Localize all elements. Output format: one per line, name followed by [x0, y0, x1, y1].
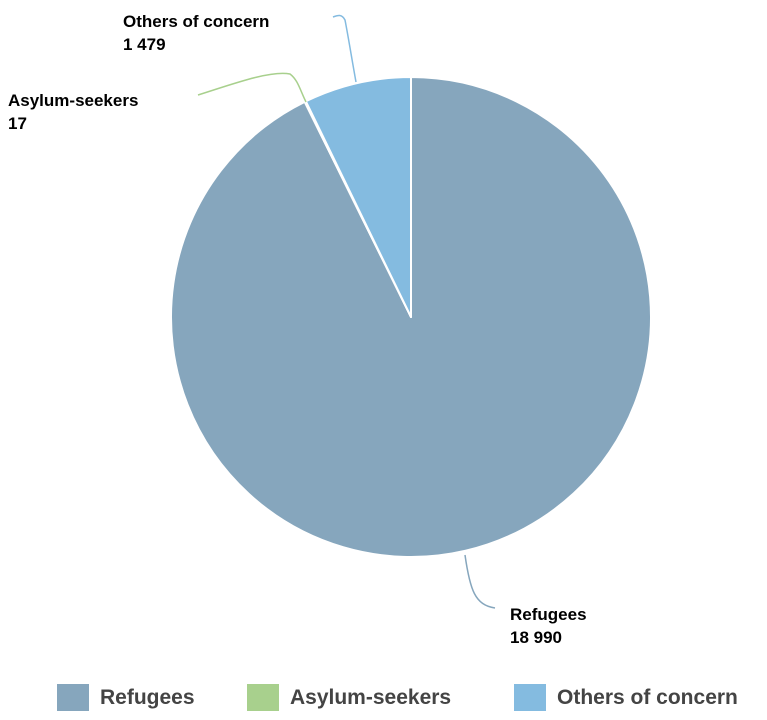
data-label-others-of-concern: Others of concern 1 479 — [123, 12, 269, 54]
data-label-name: Refugees — [510, 605, 587, 624]
data-label-value: 1 479 — [123, 35, 166, 54]
data-labels: Refugees 18 990 Asylum-seekers 17 Others of … — [8, 12, 587, 647]
data-label-value: 17 — [8, 114, 27, 133]
legend-label-refugees: Refugees — [100, 686, 195, 709]
legend-swatch-asylum-seekers — [247, 684, 279, 711]
data-label-value: 18 990 — [510, 628, 562, 647]
leader-line-asylum-seekers — [197, 72, 307, 103]
legend-item-asylum-seekers[interactable]: Asylum-seekers — [247, 684, 451, 711]
legend-item-refugees[interactable]: Refugees — [57, 684, 195, 711]
legend-label-others-of-concern: Others of concern — [557, 686, 738, 709]
leader-line-refugees — [464, 554, 496, 609]
leader-lines — [197, 14, 496, 609]
legend-item-others-of-concern[interactable]: Others of concern — [514, 684, 738, 711]
pie-slice-others-of-concern[interactable] — [304, 76, 412, 318]
data-label-asylum-seekers: Asylum-seekers 17 — [8, 91, 138, 133]
legend-label-asylum-seekers: Asylum-seekers — [290, 686, 452, 709]
legend: Refugees Asylum-seekers Others of concer… — [0, 684, 767, 720]
leader-line-others-of-concern — [332, 14, 357, 83]
legend-swatch-others-of-concern — [514, 684, 546, 711]
data-label-refugees: Refugees 18 990 — [510, 605, 587, 647]
legend-swatch-refugees — [57, 684, 89, 711]
data-label-name: Others of concern — [123, 12, 269, 31]
pie-chart: Refugees 18 990 Asylum-seekers 17 Others of … — [8, 12, 652, 647]
data-label-name: Asylum-seekers — [8, 91, 138, 110]
pie-slices — [170, 76, 652, 558]
